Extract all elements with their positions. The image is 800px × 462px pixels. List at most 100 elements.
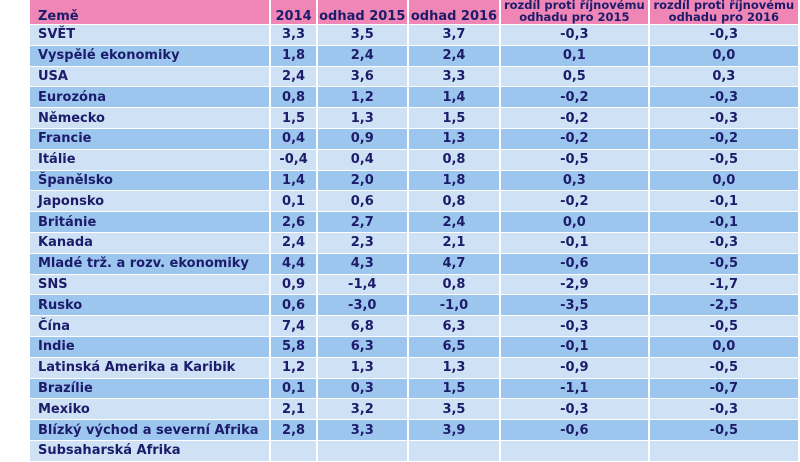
cell-country: Británie [30,212,270,232]
cell-estimate-2016: 1,5 [408,378,500,399]
cell-estimate-2015: 0,4 [317,149,407,170]
table-row: Mexiko 2,1 3,2 3,5 -0,3 -0,3 [30,399,798,420]
cell-diff-2016: -0,5 [649,253,798,274]
cell-estimate-2016: 1,4 [408,87,500,108]
cell-estimate-2016: 2,1 [408,232,500,253]
header-diff-2016-line2: odhadu pro 2016 [668,10,779,24]
cell-estimate-2015: 6,3 [317,336,407,357]
cell-value-2014: -0,4 [271,149,316,170]
cell-country: Japonsko [30,191,270,212]
cell-value-2014: 1,2 [271,357,316,378]
cell-value-2014 [271,440,316,461]
cell-value-2014: 2,4 [271,66,316,87]
cell-estimate-2016: 3,7 [408,25,500,45]
cell-country: Latinská Amerika a Karibik [30,357,270,378]
cell-country: Mladé trž. a rozv. ekonomiky [30,253,270,274]
table-row: Kanada 2,4 2,3 2,1 -0,1 -0,3 [30,232,798,253]
cell-estimate-2016: 1,5 [408,108,500,128]
cell-estimate-2016: 6,5 [408,336,500,357]
cell-estimate-2016: -1,0 [408,295,500,316]
cell-value-2014: 7,4 [271,316,316,336]
cell-estimate-2016: 1,8 [408,170,500,191]
cell-diff-2016: -0,3 [649,399,798,420]
header-2014: 2014 [271,0,316,24]
cell-estimate-2015: 3,2 [317,399,407,420]
cell-value-2014: 2,6 [271,212,316,232]
cell-diff-2015: -0,6 [501,420,648,440]
cell-estimate-2015: 2,0 [317,170,407,191]
cell-diff-2016: -0,2 [649,128,798,149]
cell-estimate-2016: 3,5 [408,399,500,420]
cell-diff-2015: 0,3 [501,170,648,191]
cell-diff-2016: -2,5 [649,295,798,316]
cell-estimate-2015: -1,4 [317,274,407,295]
cell-diff-2016: 0,3 [649,66,798,87]
cell-diff-2016 [649,440,798,461]
cell-estimate-2015: 0,6 [317,191,407,212]
cell-diff-2016: -0,1 [649,212,798,232]
header-diff-2015: rozdíl proti říjnovému odhadu pro 2015 [501,0,648,24]
cell-estimate-2016: 3,9 [408,420,500,440]
cell-diff-2015: -0,1 [501,336,648,357]
cell-value-2014: 0,1 [271,191,316,212]
cell-diff-2015: -0,2 [501,108,648,128]
table-row: Francie 0,4 0,9 1,3 -0,2 -0,2 [30,128,798,149]
cell-estimate-2016: 4,7 [408,253,500,274]
header-estimate-2016: odhad 2016 [408,0,500,24]
cell-diff-2015: -0,2 [501,191,648,212]
cell-country: Čína [30,316,270,336]
cell-diff-2016: -0,5 [649,316,798,336]
cell-diff-2015: 0,1 [501,45,648,66]
cell-value-2014: 2,1 [271,399,316,420]
cell-diff-2016: -0,7 [649,378,798,399]
cell-diff-2015: -1,1 [501,378,648,399]
cell-value-2014: 2,4 [271,232,316,253]
cell-country: Blízký východ a severní Afrika [30,420,270,440]
table-row: Čína 7,4 6,8 6,3 -0,3 -0,5 [30,316,798,336]
table-row: Blízký východ a severní Afrika 2,8 3,3 3,9-… [30,420,798,440]
cell-estimate-2015: 2,7 [317,212,407,232]
cell-diff-2015: 0,5 [501,66,648,87]
cell-diff-2015: -0,3 [501,316,648,336]
table-row: SVĚT 3,3 3,5 3,7 -0,3 -0,3 [30,25,798,45]
table-row: Brazílie 0,1 0,3 1,5 -1,1 -0,7 [30,378,798,399]
cell-estimate-2015: 2,3 [317,232,407,253]
cell-diff-2015: -0,6 [501,253,648,274]
cell-value-2014: 5,8 [271,336,316,357]
cell-country: Kanada [30,232,270,253]
cell-country: Subsaharská Afrika [30,440,270,461]
cell-value-2014: 0,8 [271,87,316,108]
cell-estimate-2015: 6,8 [317,316,407,336]
header-diff-2015-line1: rozdíl proti říjnovému [503,0,645,12]
cell-diff-2015: -0,3 [501,25,648,45]
imf-growth-forecast-table: Země 2014 odhad 2015 odhad 2016 rozdíl p… [28,0,800,462]
table-row: Eurozóna 0,8 1,2 1,4 -0,2 -0,3 [30,87,798,108]
cell-country: SNS [30,274,270,295]
table-row: Itálie -0,4 0,4 0,8 -0,5 -0,5 [30,149,798,170]
cell-diff-2016: -0,1 [649,191,798,212]
cell-estimate-2016: 0,8 [408,274,500,295]
table-row: Španělsko 1,4 2,0 1,8 0,3 0,0 [30,170,798,191]
cell-estimate-2015: 0,9 [317,128,407,149]
cell-country: Španělsko [30,170,270,191]
cell-diff-2015: -0,9 [501,357,648,378]
cell-diff-2015: -0,5 [501,149,648,170]
cell-value-2014: 0,6 [271,295,316,316]
cell-value-2014: 0,1 [271,378,316,399]
cell-value-2014: 1,8 [271,45,316,66]
cell-diff-2016: -0,5 [649,420,798,440]
cell-value-2014: 0,4 [271,128,316,149]
table-row: Subsaharská Afrika [30,440,798,461]
cell-estimate-2016: 3,3 [408,66,500,87]
cell-diff-2016: 0,0 [649,170,798,191]
cell-country: SVĚT [30,25,270,45]
cell-diff-2016: -0,5 [649,357,798,378]
cell-country: Německo [30,108,270,128]
cell-estimate-2015: 0,3 [317,378,407,399]
cell-estimate-2016: 2,4 [408,45,500,66]
cell-diff-2016: -0,3 [649,25,798,45]
cell-diff-2016: 0,0 [649,336,798,357]
header-estimate-2015: odhad 2015 [317,0,407,24]
cell-estimate-2015: -3,0 [317,295,407,316]
cell-diff-2015: -0,3 [501,399,648,420]
